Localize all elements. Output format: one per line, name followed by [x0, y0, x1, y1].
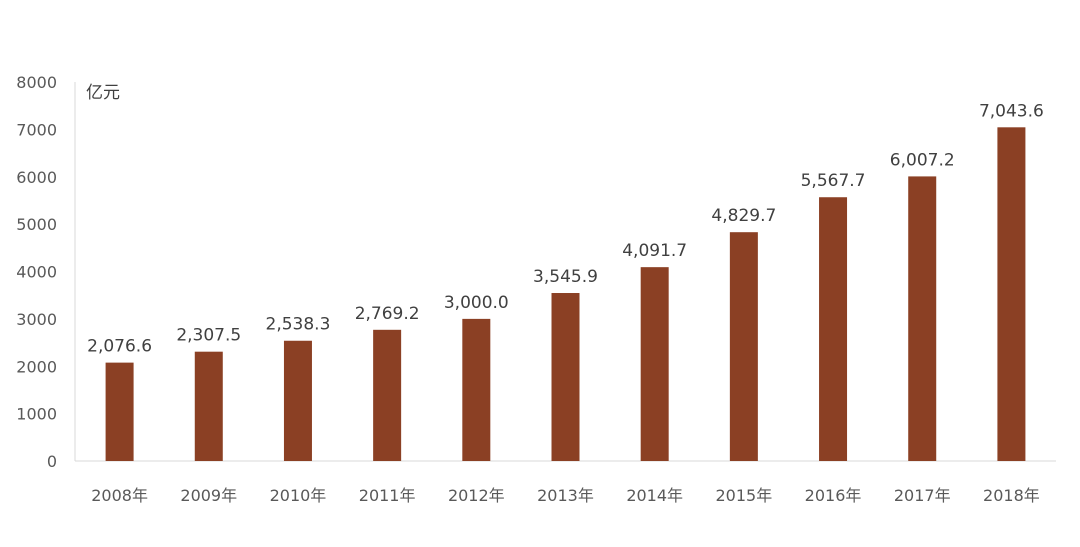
data-label: 5,567.7: [801, 171, 866, 191]
data-label: 6,007.2: [890, 150, 955, 170]
data-label: 2,538.3: [266, 315, 331, 335]
data-label: 2,307.5: [176, 326, 241, 346]
x-tick-label: 2011年: [359, 486, 416, 505]
bar: [997, 127, 1026, 461]
y-tick-label: 6000: [16, 168, 57, 187]
x-tick-label: 2008年: [91, 486, 148, 505]
data-label: 2,769.2: [355, 304, 420, 324]
data-label: 3,545.9: [533, 267, 598, 287]
data-label: 3,000.0: [444, 293, 509, 313]
x-tick-label: 2017年: [894, 486, 951, 505]
bars: [105, 127, 1026, 461]
x-tick-label: 2014年: [626, 486, 683, 505]
bar: [373, 329, 402, 461]
bar: [908, 176, 937, 461]
bar: [194, 351, 223, 461]
data-label: 2,076.6: [87, 337, 152, 357]
bar: [729, 232, 758, 461]
bar: [551, 293, 580, 461]
y-tick-label: 2000: [16, 357, 57, 376]
data-label: 4,091.7: [622, 241, 687, 261]
y-tick-label: 5000: [16, 215, 57, 234]
y-axis-ticks: 0 1000 2000 3000 4000 5000 6000 7000 8000: [16, 73, 57, 471]
x-tick-label: 2018年: [983, 486, 1040, 505]
x-tick-label: 2010年: [270, 486, 327, 505]
y-tick-label: 4000: [16, 263, 57, 282]
x-tick-label: 2012年: [448, 486, 505, 505]
data-label: 4,829.7: [711, 206, 776, 226]
y-axis-unit-label: 亿元: [86, 83, 120, 103]
data-labels: 2,076.6 2,307.5 2,538.3 2,769.2 3,000.0 3,545…: [87, 101, 1044, 356]
x-tick-label: 2009年: [180, 486, 237, 505]
x-tick-label: 2015年: [715, 486, 772, 505]
x-axis-ticks: 2008年 2009年 2010年 2011年 2012年 2013年 2014年 2015年…: [91, 486, 1040, 505]
y-tick-label: 0: [47, 452, 57, 471]
y-tick-label: 7000: [16, 120, 57, 139]
bar: [283, 340, 312, 461]
bar: [640, 267, 669, 461]
y-tick-label: 1000: [16, 405, 57, 424]
y-tick-label: 3000: [16, 310, 57, 329]
data-label: 7,043.6: [979, 101, 1044, 121]
x-tick-label: 2013年: [537, 486, 594, 505]
x-tick-label: 2016年: [805, 486, 862, 505]
bar: [105, 362, 134, 461]
bar: [462, 318, 491, 461]
y-tick-label: 8000: [16, 73, 57, 92]
bar: [819, 197, 848, 461]
